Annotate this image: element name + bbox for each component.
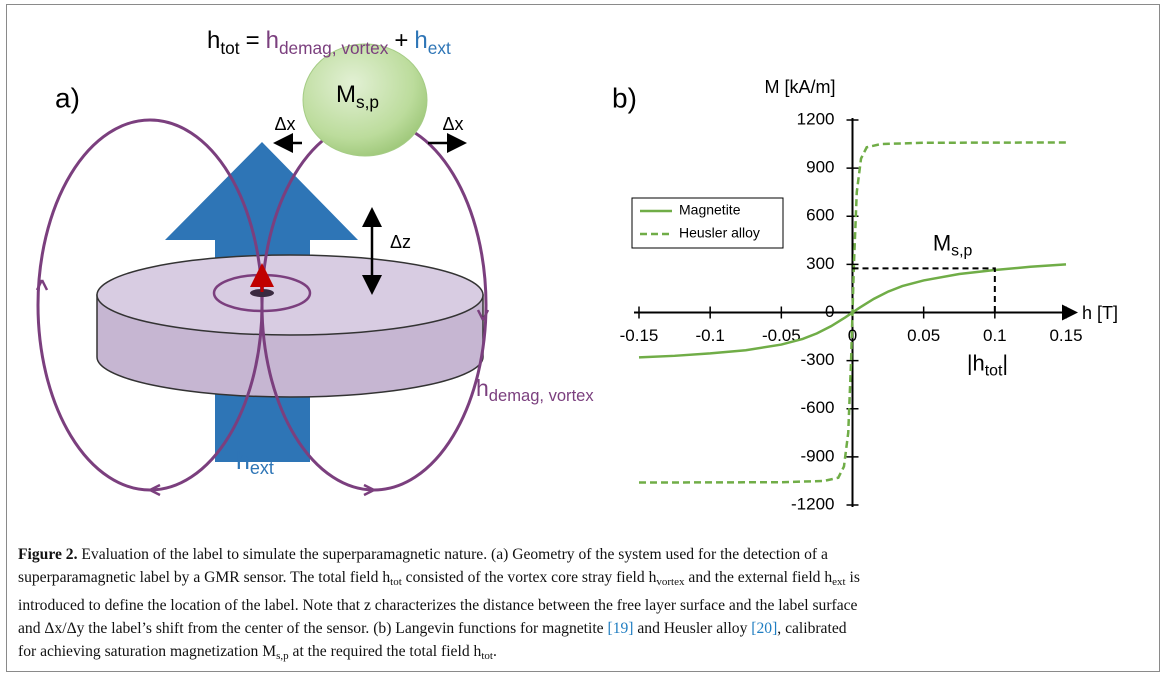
y-tick-label: -900 bbox=[800, 446, 834, 465]
x-tick-label: 0.15 bbox=[1049, 326, 1082, 345]
saturation-label-part: M bbox=[933, 230, 951, 255]
equation-part: + bbox=[394, 27, 408, 54]
caption-line: for achieving saturation magnetization M… bbox=[18, 640, 1153, 668]
equation-part: = bbox=[246, 27, 260, 54]
saturation-label: Ms,p bbox=[933, 230, 973, 259]
caption-text: Figure 2. bbox=[18, 546, 77, 563]
y-tick-label: 900 bbox=[806, 158, 834, 177]
caption-line: introduced to define the location of the… bbox=[18, 594, 1153, 617]
caption-text: Evaluation of the label to simulate the … bbox=[77, 546, 827, 563]
caption-text: introduced to define the location of the… bbox=[18, 597, 857, 614]
caption-text: is bbox=[846, 569, 860, 586]
x-tick-label: -0.15 bbox=[620, 326, 659, 345]
caption-text: [20] bbox=[751, 620, 777, 637]
shift-label: Δx bbox=[274, 114, 295, 134]
x-tick-label: 0.05 bbox=[907, 326, 940, 345]
shift-label: Δx bbox=[442, 114, 463, 134]
y-tick-label: -600 bbox=[800, 398, 834, 417]
caption-text: and Heusler alloy bbox=[633, 620, 751, 637]
caption-text: at the required the total field h bbox=[289, 643, 482, 660]
equation-part: h bbox=[266, 27, 279, 54]
caption-line: superparamagnetic label by a GMR sensor.… bbox=[18, 566, 1153, 594]
y-tick-label: 300 bbox=[806, 254, 834, 273]
caption-text: tot bbox=[390, 576, 402, 588]
caption-text: for achieving saturation magnetization M bbox=[18, 643, 276, 660]
x-tick-label: -0.1 bbox=[696, 326, 725, 345]
caption-text: vortex bbox=[656, 576, 684, 588]
field-label: |htot| bbox=[967, 350, 1008, 379]
caption-text: superparamagnetic label by a GMR sensor.… bbox=[18, 569, 390, 586]
panel-label: b) bbox=[612, 82, 637, 113]
caption-line: Figure 2. Evaluation of the label to sim… bbox=[18, 543, 1153, 566]
field-label-part: |h bbox=[967, 350, 985, 375]
equation-part: h bbox=[414, 27, 427, 54]
caption-line: and Δx/Δy the label’s shift from the cen… bbox=[18, 617, 1153, 640]
caption-text: , calibrated bbox=[777, 620, 846, 637]
y-tick-label: 0 bbox=[825, 302, 834, 321]
caption-text: and the external field h bbox=[685, 569, 833, 586]
particle-label-part: M bbox=[336, 81, 356, 108]
field-label-part: | bbox=[1002, 350, 1008, 375]
caption-text: consisted of the vortex core stray field… bbox=[402, 569, 657, 586]
caption-text: ext bbox=[832, 576, 845, 588]
caption-text: and Δx/Δy the label’s shift from the cen… bbox=[18, 620, 608, 637]
saturation-marker bbox=[853, 268, 995, 312]
y-axis-label: M [kA/m] bbox=[765, 77, 836, 97]
stray-field-label: hdemag, vortex bbox=[476, 375, 594, 405]
legend-label: Magnetite bbox=[679, 202, 741, 218]
field-label-part: tot bbox=[985, 363, 1003, 380]
caption-text: [19] bbox=[608, 620, 634, 637]
diagram-drawing bbox=[37, 44, 488, 495]
y-tick-label: 1200 bbox=[797, 109, 835, 128]
x-axis-label: h [T] bbox=[1082, 303, 1118, 323]
external-field-label-part: ext bbox=[250, 458, 274, 478]
external-field-label-part: h bbox=[236, 447, 250, 475]
caption: Figure 2. Evaluation of the label to sim… bbox=[18, 543, 1153, 668]
disc-top bbox=[97, 255, 483, 335]
x-tick-label: 0.1 bbox=[983, 326, 1007, 345]
caption-text: s,p bbox=[276, 650, 289, 662]
distance-label: Δz bbox=[390, 232, 411, 252]
particle-label-part: s,p bbox=[356, 92, 379, 112]
caption-text: . bbox=[493, 643, 497, 660]
y-tick-label: -1200 bbox=[791, 494, 834, 513]
equation: htot=hdemag, vortex+hext bbox=[207, 27, 451, 57]
stray-field-label-part: h bbox=[476, 375, 489, 401]
legend-label: Heusler alloy bbox=[679, 225, 760, 241]
equation-part: h bbox=[207, 27, 220, 54]
y-tick-label: -300 bbox=[800, 350, 834, 369]
figure: a) Δx Δx Δz b) M [kA/m] h [T] htot=hdema… bbox=[0, 0, 1167, 679]
equation-part: ext bbox=[428, 38, 451, 58]
saturation-label-part: s,p bbox=[951, 243, 972, 260]
equation-part: demag, vortex bbox=[279, 38, 389, 58]
equation-part: tot bbox=[220, 38, 239, 58]
stray-field-label-part: demag, vortex bbox=[489, 386, 595, 405]
y-tick-label: 600 bbox=[806, 206, 834, 225]
panel-label: a) bbox=[55, 82, 80, 113]
caption-text: tot bbox=[481, 650, 493, 662]
